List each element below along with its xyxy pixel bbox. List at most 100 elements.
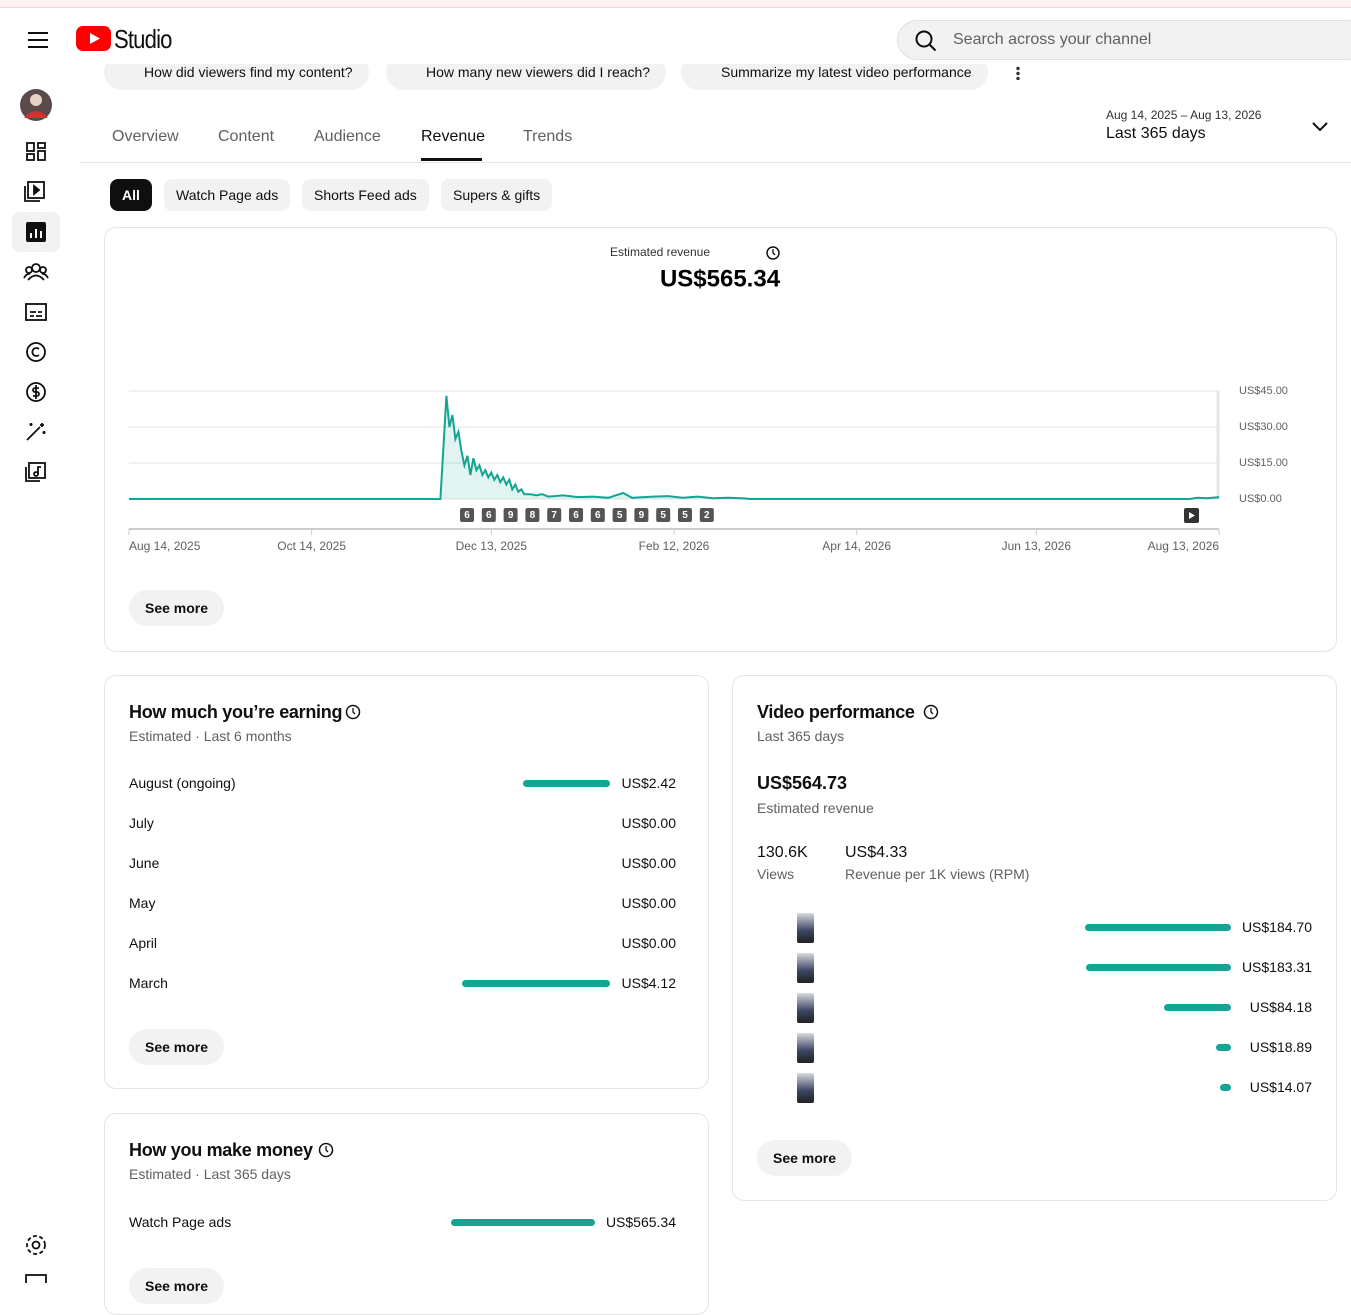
tab-divider: [80, 162, 1351, 163]
settings-icon[interactable]: [26, 1235, 46, 1255]
customize-icon[interactable]: [26, 423, 46, 441]
video-thumbnail[interactable]: [797, 953, 814, 983]
upload-marker[interactable]: [678, 508, 692, 522]
tab[interactable]: Content: [218, 128, 275, 145]
upload-count: 6: [573, 510, 579, 521]
info-icon[interactable]: [766, 246, 780, 260]
row-value: US$0.00: [621, 855, 676, 871]
x-tick-label: Oct 14, 2025: [277, 539, 346, 553]
feedback-icon[interactable]: [25, 1274, 47, 1283]
upload-count: 6: [464, 510, 470, 521]
row-label: May: [129, 895, 156, 911]
see-more-button[interactable]: See more: [129, 590, 225, 626]
date-dropdown-icon[interactable]: [1310, 118, 1330, 134]
upload-marker[interactable]: [525, 508, 540, 522]
upload-marker[interactable]: [503, 508, 518, 522]
row-value: US$0.00: [621, 815, 676, 831]
earn-icon[interactable]: [26, 382, 46, 402]
x-tick-label: Feb 12, 2026: [639, 539, 710, 553]
revenue-area: [129, 395, 1219, 499]
value-bar: [1216, 1044, 1231, 1051]
row-value: US$14.07: [1249, 1079, 1312, 1095]
card-title: How you make money: [129, 1140, 313, 1160]
upload-marker[interactable]: [460, 508, 474, 522]
revenue-card: Estimated revenue US$565.34 US$0.00 US$15…: [104, 227, 1337, 652]
avatar[interactable]: [20, 89, 52, 121]
analytics-icon[interactable]: [26, 222, 46, 242]
chart-title: Estimated revenue: [610, 245, 710, 259]
search-placeholder: Search across your channel: [953, 31, 1152, 48]
card-title: Video performance: [757, 702, 915, 722]
row-label: Watch Page ads: [129, 1214, 232, 1230]
row-value: US$2.42: [621, 775, 676, 791]
subtitles-icon[interactable]: [25, 303, 47, 321]
upload-marker[interactable]: [569, 508, 583, 522]
search-box[interactable]: Search across your channel: [897, 20, 1351, 60]
video-thumbnail[interactable]: [797, 913, 814, 943]
video-thumbnail[interactable]: [797, 1033, 814, 1063]
row-label: April: [129, 935, 158, 951]
upload-marker[interactable]: [656, 508, 671, 522]
video-thumbnail[interactable]: [797, 993, 814, 1023]
money-sources-card: How you make money Estimated · Last 365 …: [104, 1113, 709, 1315]
value-bar: [1219, 1084, 1231, 1091]
x-tick-label: Aug 14, 2025: [129, 539, 201, 553]
upload-count: 5: [682, 510, 688, 521]
value-bar: [1086, 964, 1231, 971]
upload-count: 8: [530, 510, 536, 521]
dashboard-icon[interactable]: [26, 142, 46, 161]
tab[interactable]: Trends: [523, 128, 573, 145]
upload-marker[interactable]: [634, 508, 649, 522]
search-icon: [915, 30, 937, 52]
header: Studio Search across your channel: [0, 8, 1351, 64]
see-more-button[interactable]: See more: [129, 1029, 225, 1065]
date-range[interactable]: Aug 14, 2025 – Aug 13, 2026: [1106, 108, 1262, 122]
upload-count: 6: [486, 510, 492, 521]
filter-chip[interactable]: Supers & gifts: [441, 179, 553, 211]
logo-icon[interactable]: [76, 26, 112, 52]
upload-count: 7: [551, 510, 557, 521]
filter-chip[interactable]: All: [110, 179, 152, 211]
video-thumbnail[interactable]: [797, 1073, 814, 1103]
see-more-button[interactable]: See more: [757, 1140, 853, 1176]
x-tick-label: Apr 14, 2026: [822, 539, 891, 553]
x-tick-label: Jun 13, 2026: [1002, 539, 1072, 553]
tab[interactable]: Revenue: [421, 128, 486, 145]
community-icon[interactable]: [23, 263, 49, 281]
card-subtitle: Estimated · Last 6 months: [129, 728, 292, 744]
more-icon[interactable]: [1016, 66, 1020, 80]
stat-value: 130.6K: [757, 844, 808, 861]
menu-icon[interactable]: [26, 30, 50, 50]
value-bar: [1085, 924, 1231, 931]
row-value: US$565.34: [605, 1214, 676, 1230]
upload-marker[interactable]: [481, 508, 496, 522]
see-more-button[interactable]: See more: [129, 1268, 225, 1304]
copyright-icon[interactable]: [26, 342, 46, 362]
row-label: June: [129, 855, 160, 871]
row-value: US$4.12: [621, 975, 676, 991]
info-icon[interactable]: [345, 704, 361, 720]
filter-chip[interactable]: Shorts Feed ads: [302, 179, 429, 211]
revenue-line: [129, 395, 1220, 500]
date-label[interactable]: Last 365 days: [1106, 125, 1206, 142]
logo-text[interactable]: Studio: [114, 24, 172, 54]
tab[interactable]: Overview: [112, 128, 179, 145]
tab[interactable]: Audience: [314, 128, 381, 145]
content-icon[interactable]: [24, 181, 45, 202]
upload-marker[interactable]: [590, 508, 605, 522]
suggestion-chip[interactable]: Summarize my latest video performance: [681, 54, 988, 90]
row-value: US$84.18: [1249, 999, 1312, 1015]
info-icon[interactable]: [318, 1142, 334, 1158]
play-icon: [1189, 512, 1195, 519]
upload-marker[interactable]: [547, 508, 562, 522]
stat-label: Views: [757, 866, 795, 882]
upload-marker[interactable]: [699, 508, 714, 522]
x-tick-label: Dec 13, 2025: [456, 539, 528, 553]
upload-count: 5: [660, 510, 666, 521]
filter-chip[interactable]: Watch Page ads: [164, 179, 291, 211]
row-value: US$0.00: [621, 895, 676, 911]
info-icon[interactable]: [923, 704, 939, 720]
upload-marker[interactable]: [612, 508, 627, 522]
value-bar: [1164, 1004, 1231, 1011]
audio-icon[interactable]: [25, 462, 46, 482]
